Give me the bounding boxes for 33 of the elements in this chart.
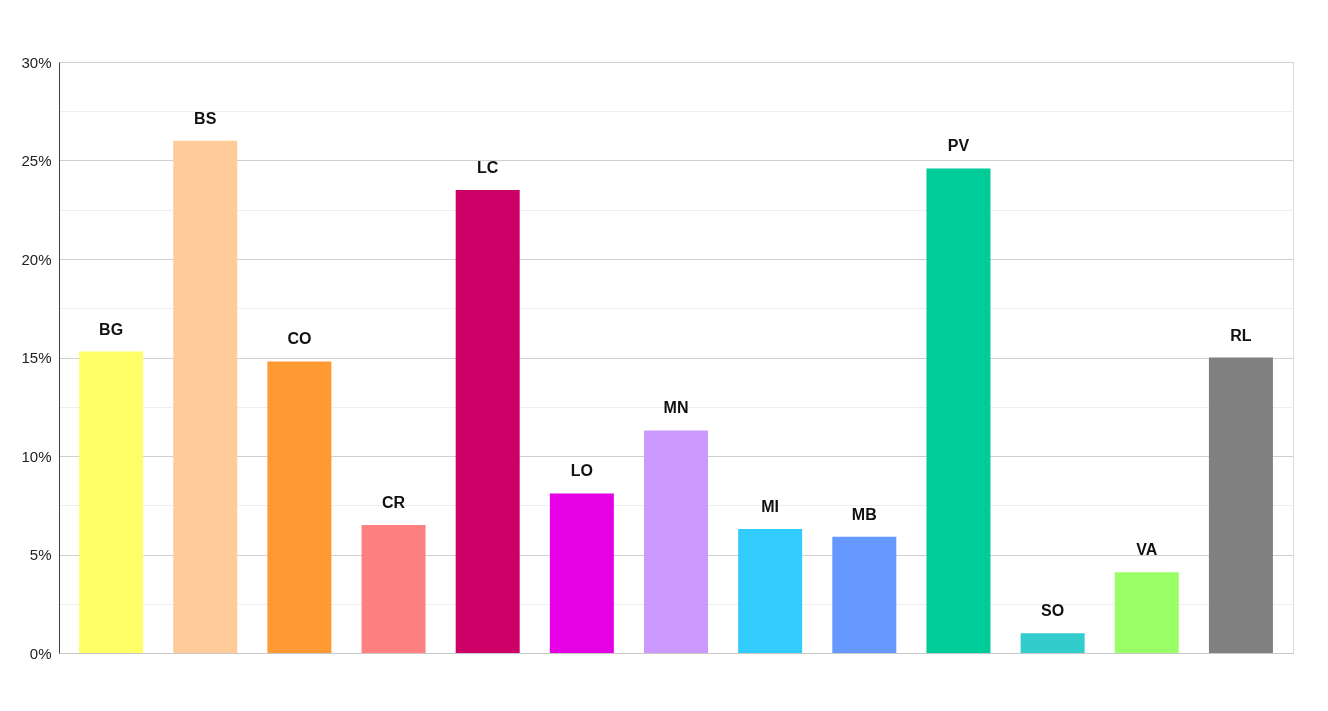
x-tick-label: BG	[99, 320, 124, 338]
x-tick-label: BS	[194, 109, 217, 127]
bar	[738, 528, 803, 653]
x-tick-label: VA	[1136, 541, 1158, 559]
bar	[926, 168, 991, 653]
x-tick-label: CR	[381, 493, 406, 511]
y-tick-label: 10%	[21, 447, 52, 465]
y-tick-label: 5%	[29, 546, 52, 563]
bar	[173, 140, 238, 653]
y-tick-label: 15%	[21, 349, 52, 366]
x-tick-label: MI	[761, 497, 780, 515]
bar	[267, 361, 332, 653]
x-tick-label: LC	[477, 159, 499, 177]
x-tick-label: LO	[570, 462, 593, 480]
bar	[1208, 357, 1273, 653]
x-tick-label: RL	[1230, 326, 1252, 344]
y-tick-label: 25%	[21, 152, 52, 169]
x-tick-label: CO	[287, 330, 312, 348]
y-tick-label: 30%	[21, 53, 52, 71]
bar	[1020, 633, 1085, 653]
y-tick-label: 20%	[21, 250, 52, 268]
bar	[549, 493, 614, 653]
bar	[361, 524, 426, 653]
bar	[1114, 572, 1179, 653]
bar	[79, 351, 144, 653]
x-tick-label: PV	[947, 137, 970, 155]
x-tick-label: MB	[851, 505, 877, 523]
x-tick-label: SO	[1041, 602, 1065, 620]
bar	[455, 190, 520, 653]
x-tick-label: MN	[663, 399, 689, 417]
y-tick-label: 0%	[29, 644, 52, 662]
bar	[644, 430, 708, 653]
bar	[832, 536, 897, 653]
